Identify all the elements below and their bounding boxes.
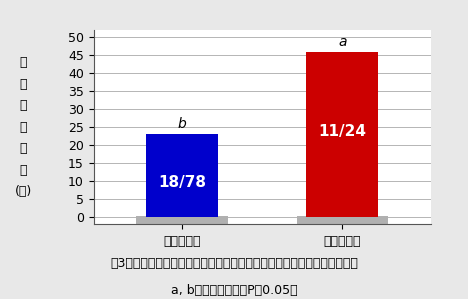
Text: 図3　体外あるいは体内成熟卵を用いて作出した核移植胚の胚盤胞発生率: 図3 体外あるいは体内成熟卵を用いて作出した核移植胚の胚盤胞発生率 bbox=[110, 257, 358, 270]
Bar bbox=[297, 216, 388, 224]
Text: (％): (％) bbox=[15, 185, 32, 198]
Text: 盤: 盤 bbox=[20, 77, 27, 91]
Bar bbox=[136, 216, 227, 224]
Text: a: a bbox=[338, 35, 347, 49]
Text: 18/78: 18/78 bbox=[158, 175, 206, 190]
Text: 胚: 胚 bbox=[20, 56, 27, 69]
Bar bbox=[306, 52, 379, 217]
Text: 胞: 胞 bbox=[20, 99, 27, 112]
Text: 生: 生 bbox=[20, 142, 27, 155]
Text: 11/24: 11/24 bbox=[318, 124, 366, 139]
Text: 率: 率 bbox=[20, 164, 27, 177]
Bar bbox=[146, 134, 218, 217]
Text: 発: 発 bbox=[20, 120, 27, 134]
Text: a, b　有意差あり（P＜0.05）: a, b 有意差あり（P＜0.05） bbox=[171, 284, 297, 297]
Text: b: b bbox=[177, 117, 186, 131]
